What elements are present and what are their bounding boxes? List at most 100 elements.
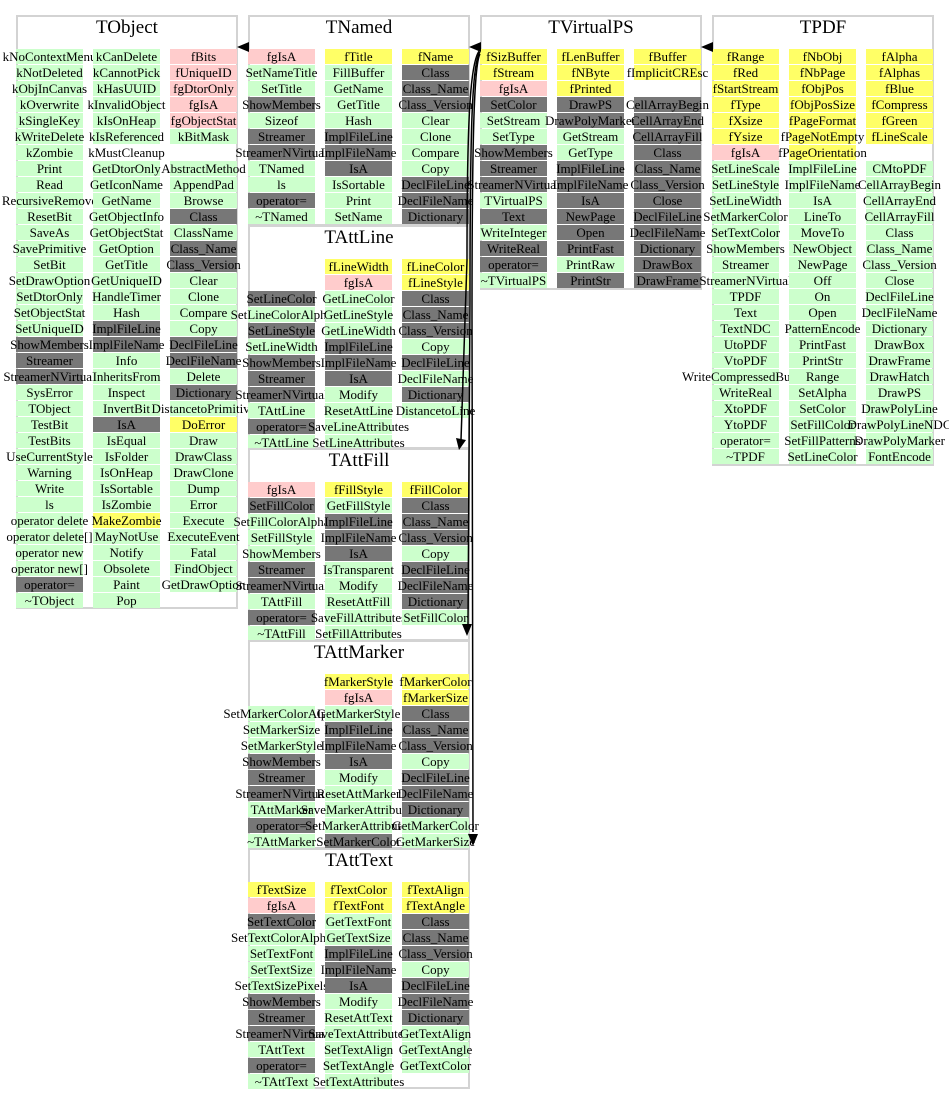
member-cell[interactable]: fgIsA [248, 49, 315, 64]
class-title[interactable]: TVirtualPS [548, 17, 634, 38]
member-cell[interactable]: DeclFileLine [401, 177, 470, 192]
member-cell[interactable]: DistancetoLine [396, 403, 475, 418]
member-cell[interactable]: GetIconName [90, 177, 163, 192]
member-cell[interactable]: fLenBuffer [557, 49, 624, 64]
member-cell[interactable]: ClassName [170, 225, 237, 240]
member-cell[interactable]: SetDtorOnly [16, 289, 83, 304]
member-cell[interactable]: Class_Name [402, 307, 469, 322]
member-cell[interactable]: Class [402, 498, 469, 513]
member-cell[interactable]: GetTextAlign [400, 1026, 471, 1041]
member-cell[interactable]: GetDtorOnly [92, 161, 161, 176]
member-cell[interactable]: Clear [402, 113, 469, 128]
member-cell[interactable]: XtoPDF [712, 401, 779, 416]
member-cell[interactable]: Info [93, 353, 160, 368]
member-cell[interactable]: SetMarkerAttributes [305, 818, 412, 833]
member-cell[interactable]: kOverwrite [16, 97, 83, 112]
member-cell[interactable]: ResetAttMarker [317, 786, 400, 801]
member-cell[interactable]: DeclFileLine [401, 978, 470, 993]
member-cell[interactable]: operator delete [11, 513, 88, 528]
member-cell[interactable]: StreamerNVirtual [3, 369, 96, 384]
member-cell[interactable]: ImplFileName [553, 177, 628, 192]
member-cell[interactable]: Class_Version [398, 946, 473, 961]
member-cell[interactable]: PatternEncode [785, 321, 860, 336]
member-cell[interactable]: GetMarkerSize [396, 834, 475, 849]
member-cell[interactable]: SaveFillAttributes [311, 610, 406, 625]
member-cell[interactable]: UtoPDF [712, 337, 779, 352]
member-cell[interactable]: ShowMembers [242, 994, 321, 1009]
member-cell[interactable]: DrawPolyMarker [854, 433, 945, 448]
member-cell[interactable]: SetType [480, 129, 547, 144]
member-cell[interactable]: CellArrayBegin [626, 97, 709, 112]
member-cell[interactable]: kHasUUID [93, 81, 160, 96]
member-cell[interactable]: ResetBit [16, 209, 83, 224]
member-cell[interactable]: HandleTimer [92, 289, 161, 304]
member-cell[interactable]: SetColor [789, 401, 856, 416]
member-cell[interactable]: GetStream [557, 129, 624, 144]
member-cell[interactable]: Class [634, 145, 701, 160]
member-cell[interactable]: Class_Version [398, 738, 473, 753]
member-cell[interactable]: kBitMask [170, 129, 237, 144]
member-cell[interactable]: ShowMembers [706, 241, 785, 256]
member-cell[interactable]: SetFillColor [402, 610, 469, 625]
member-cell[interactable]: DeclFileLine [865, 289, 934, 304]
member-cell[interactable]: Text [480, 209, 547, 224]
member-cell[interactable]: Inspect [93, 385, 160, 400]
member-cell[interactable]: Execute [170, 513, 237, 528]
member-cell[interactable]: GetFillStyle [325, 498, 392, 513]
member-cell[interactable]: IsOnHeap [93, 465, 160, 480]
member-cell[interactable]: SetFillColor [248, 498, 315, 513]
member-cell[interactable]: operator= [248, 193, 315, 208]
member-cell[interactable]: ShowMembers [10, 337, 89, 352]
member-cell[interactable]: CellArrayBegin [858, 177, 941, 192]
member-cell[interactable]: ImplFileLine [324, 722, 393, 737]
member-cell[interactable]: DrawPolyLineNDC [848, 417, 949, 432]
member-cell[interactable]: GetDrawOption [162, 577, 245, 592]
member-cell[interactable]: DeclFileName [398, 994, 473, 1009]
member-cell[interactable]: ShowMembers [474, 145, 553, 160]
member-cell[interactable]: DoError [170, 417, 237, 432]
member-cell[interactable]: Off [789, 273, 856, 288]
member-cell[interactable]: ImplFileName [785, 177, 860, 192]
member-cell[interactable]: fGreen [866, 113, 933, 128]
member-cell[interactable]: Notify [93, 545, 160, 560]
member-cell[interactable]: fTextFont [325, 898, 392, 913]
member-cell[interactable]: MakeZombie [91, 513, 162, 528]
member-cell[interactable]: Hash [325, 113, 392, 128]
member-cell[interactable]: SetMarkerColor [703, 209, 788, 224]
member-cell[interactable]: GetLineColor [322, 291, 395, 306]
member-cell[interactable]: ImplFileLine [324, 514, 393, 529]
member-cell[interactable]: FindObject [170, 561, 237, 576]
member-cell[interactable]: fImplicitCREsc [627, 65, 708, 80]
member-cell[interactable]: ~TAttLine [248, 435, 315, 450]
member-cell[interactable]: SetObjectStat [14, 305, 85, 320]
member-cell[interactable]: SetTextFont [248, 946, 315, 961]
member-cell[interactable]: NewPage [789, 257, 856, 272]
member-cell[interactable]: fTitle [325, 49, 392, 64]
member-cell[interactable]: DrawClone [170, 465, 237, 480]
member-cell[interactable]: ResetAttText [324, 1010, 393, 1025]
member-cell[interactable]: Close [634, 193, 701, 208]
member-cell[interactable]: Class_Version [630, 177, 705, 192]
member-cell[interactable]: SysError [16, 385, 83, 400]
member-cell[interactable]: fType [712, 97, 779, 112]
member-cell[interactable]: fPrinted [557, 81, 624, 96]
member-cell[interactable]: fgIsA [325, 690, 392, 705]
member-cell[interactable]: Class_Version [398, 323, 473, 338]
member-cell[interactable]: Class_Version [862, 257, 937, 272]
member-cell[interactable]: SetMarkerSize [243, 722, 320, 737]
member-cell[interactable]: DrawBox [866, 337, 933, 352]
member-cell[interactable]: fgIsA [170, 97, 237, 112]
member-cell[interactable]: Copy [402, 754, 469, 769]
member-cell[interactable]: Sizeof [248, 113, 315, 128]
member-cell[interactable]: Print [16, 161, 83, 176]
member-cell[interactable]: DeclFileLine [401, 355, 470, 370]
member-cell[interactable]: StreamerNVirtual [235, 387, 328, 402]
member-cell[interactable]: GetObjectInfo [89, 209, 164, 224]
member-cell[interactable]: operator= [248, 818, 315, 833]
member-cell[interactable]: TAttMarker [248, 802, 315, 817]
member-cell[interactable]: TAttLine [248, 403, 315, 418]
member-cell[interactable]: kCanDelete [93, 49, 160, 64]
member-cell[interactable]: YtoPDF [712, 417, 779, 432]
member-cell[interactable]: Fatal [170, 545, 237, 560]
member-cell[interactable]: Class_Name [402, 514, 469, 529]
